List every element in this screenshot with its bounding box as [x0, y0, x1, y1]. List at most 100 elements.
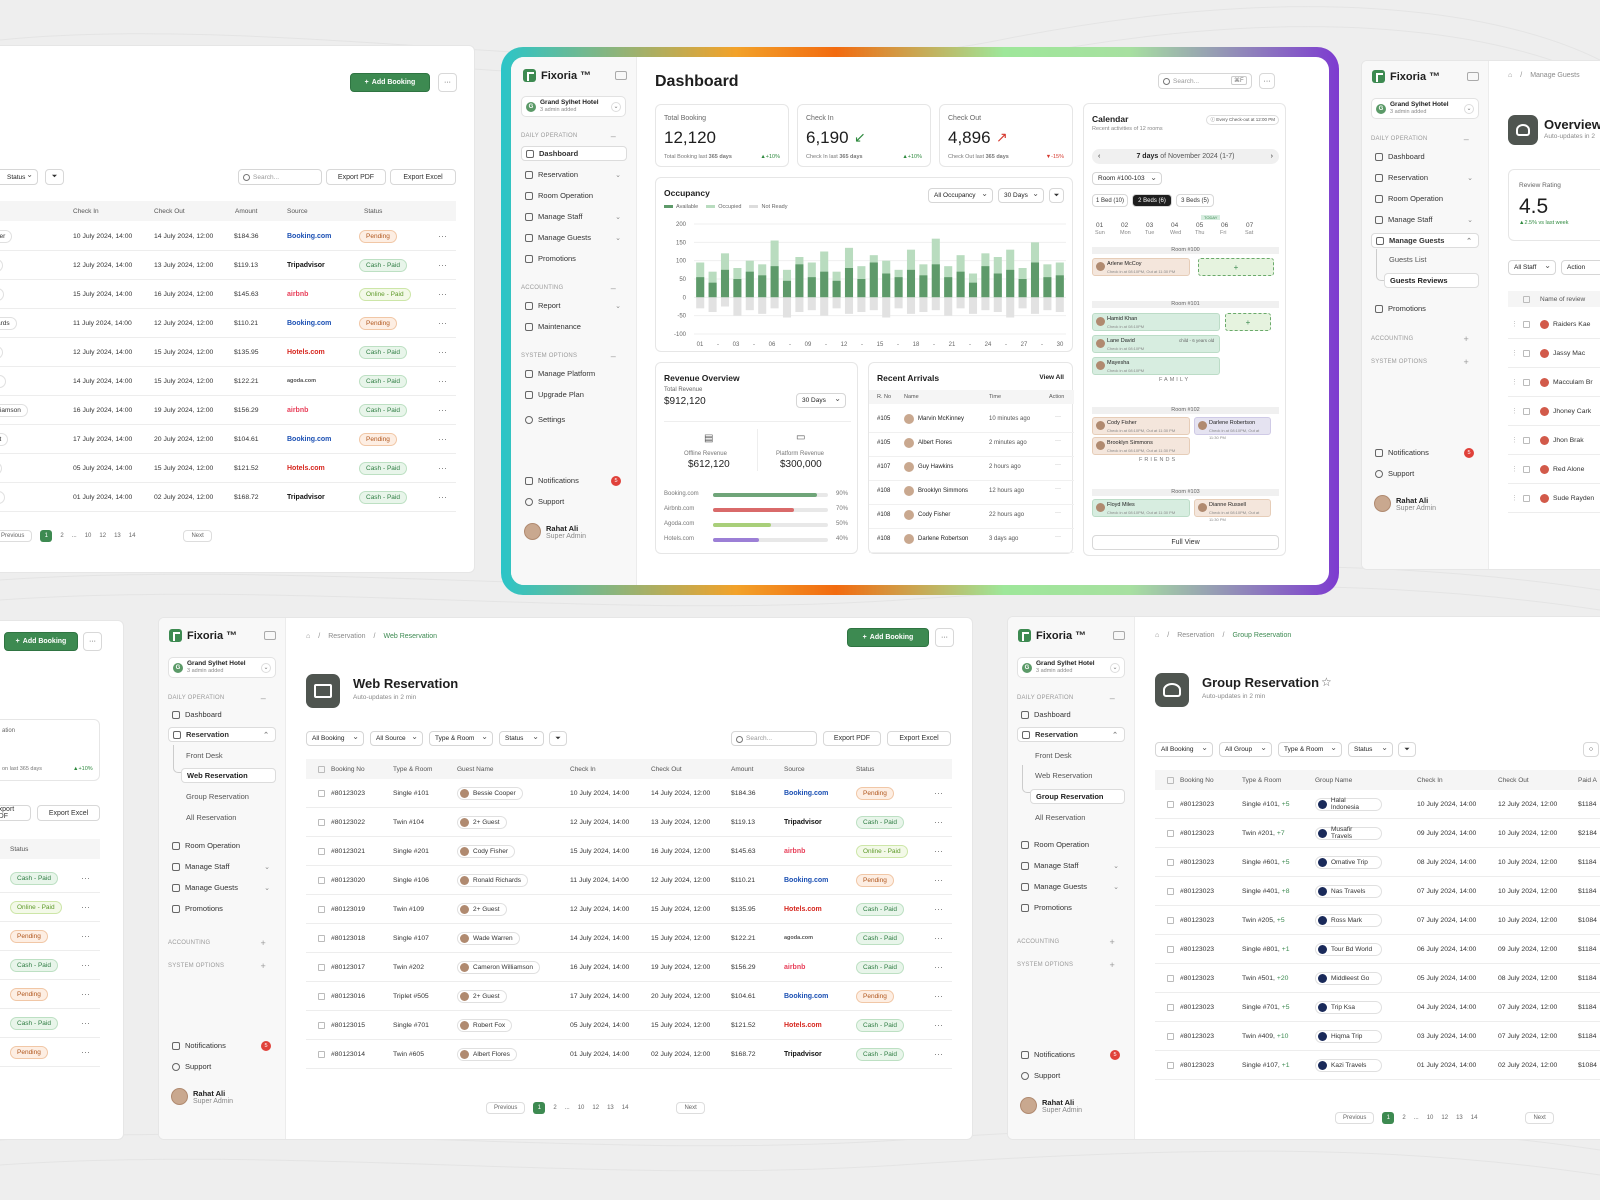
more-icon[interactable]: ··· [1055, 486, 1061, 492]
nav-room-operation[interactable]: Room Operation [168, 838, 276, 853]
nav-room-operation[interactable]: Room Operation [521, 188, 627, 203]
status-filter[interactable]: Status [499, 731, 544, 746]
table-row[interactable]: uest 12 July 2024, 14:00 15 July 2024, 12:… [0, 338, 456, 367]
table-row[interactable]: Cash - Paid ··· [0, 1009, 100, 1038]
nav-promotions[interactable]: Promotions [1017, 900, 1125, 915]
collapse-sidebar-icon[interactable] [1467, 72, 1479, 81]
row-checkbox[interactable] [1523, 436, 1530, 444]
table-row[interactable]: #80123023 Twin #201, +7 Musafir Travels 09 J… [1155, 819, 1600, 848]
previous-button[interactable]: Previous [486, 1102, 526, 1114]
nav-notifications[interactable]: Notifications [168, 1038, 276, 1053]
page-number[interactable]: 1 [40, 530, 53, 542]
next-button[interactable]: Next [676, 1102, 705, 1114]
nav-dashboard[interactable]: Dashboard [1017, 707, 1125, 722]
table-row[interactable]: #80123023 Twin #501, +20 Middleest Go 05 Jul… [1155, 964, 1600, 993]
nav-notifications[interactable]: Notifications [1371, 445, 1479, 460]
page-number[interactable]: 2 [60, 533, 64, 539]
row-checkbox[interactable] [1523, 494, 1530, 502]
drag-handle-icon[interactable]: ⋮ [1511, 321, 1518, 328]
user-profile[interactable]: Rahat Ali Super Admin [1020, 1097, 1082, 1114]
export-excel-button[interactable]: Export Excel [37, 805, 100, 821]
more-icon[interactable]: ··· [934, 817, 943, 827]
subnav-group-reservation[interactable]: Group Reservation [186, 792, 249, 801]
nav-reservation[interactable]: Reservation ⌃ [168, 727, 276, 742]
row-checkbox[interactable] [318, 992, 325, 1000]
more-icon[interactable]: ··· [81, 1047, 90, 1057]
row-checkbox[interactable] [318, 905, 325, 913]
source-filter[interactable]: All Source [370, 731, 423, 746]
more-icon[interactable]: ··· [934, 875, 943, 885]
export-pdf-button[interactable]: Export PDF [823, 731, 881, 746]
view-all-link[interactable]: View All [1039, 374, 1064, 381]
nav-support[interactable]: Support [521, 494, 627, 509]
row-checkbox[interactable] [318, 789, 325, 797]
nav-room-operation[interactable]: Room Operation [1017, 837, 1125, 852]
nav-room-operation[interactable]: Room Operation [1371, 191, 1479, 206]
filter-icon-button[interactable]: ⏷ [549, 731, 567, 746]
row-checkbox[interactable] [1167, 887, 1174, 895]
hotel-selector[interactable]: G Grand Sylhet Hotel 3 admin added ⌄ [521, 96, 626, 117]
page-number[interactable]: 2 [553, 1105, 557, 1111]
subnav-all-reservation[interactable]: All Reservation [186, 813, 237, 822]
nav-notifications[interactable]: Notifications [1017, 1047, 1125, 1062]
more-options-button[interactable]: ··· [1259, 73, 1275, 89]
more-icon[interactable]: ··· [934, 962, 943, 972]
booking-block[interactable]: Cody Fisher Check in at 08:10PM, Out at 1… [1092, 417, 1190, 435]
page-number[interactable]: 14 [128, 533, 136, 539]
table-row[interactable]: #80123023 Twin #409, +10 Hiqma Trip 03 July … [1155, 1022, 1600, 1051]
select-all-checkbox[interactable] [318, 765, 325, 773]
table-row[interactable]: #80123017 Twin #202 Cameron Williamson 16 J… [306, 953, 952, 982]
booking-block[interactable]: Floyd Miles Check in at 08:10PM, Out at 1… [1092, 499, 1190, 517]
table-row[interactable]: #80123021 Single #201 Cody Fisher 15 July 2… [306, 837, 952, 866]
export-excel-button[interactable]: Export Excel [390, 169, 456, 185]
home-icon[interactable]: ⌂ [1155, 632, 1160, 639]
page-number[interactable]: 13 [114, 533, 121, 539]
action-filter[interactable]: Action [1561, 260, 1600, 275]
row-checkbox[interactable] [1167, 916, 1174, 924]
beds-1-tab[interactable]: 1 Bed (10) [1092, 194, 1128, 207]
nav-manage-guests[interactable]: Manage Guests ⌄ [521, 230, 627, 245]
review-row[interactable]: ⋮ Sude Rayden [1508, 484, 1600, 513]
row-checkbox[interactable] [318, 876, 325, 884]
more-icon[interactable]: ··· [934, 1049, 943, 1059]
nav-support[interactable]: Support [1017, 1068, 1125, 1083]
filter-icon-button[interactable]: ⏷ [1398, 742, 1416, 757]
table-row[interactable]: Pending ··· [0, 980, 100, 1009]
add-booking-button[interactable]: + Add Booking [4, 632, 78, 651]
booking-block[interactable]: Arlene McCoy Check in at 08:10PM, Out at … [1092, 258, 1190, 276]
type-room-filter[interactable]: Type & Room [429, 731, 493, 746]
table-row[interactable]: n Williamson 16 July 2024, 14:00 19 July 2… [0, 396, 456, 425]
table-row[interactable]: #80123016 Triplet #505 2+ Guest 17 July 202… [306, 982, 952, 1011]
export-excel-button[interactable]: Export Excel [887, 731, 951, 746]
more-icon[interactable]: ··· [81, 873, 90, 883]
table-row[interactable]: Richards 11 July 2024, 14:00 12 July 2024,… [0, 309, 456, 338]
drag-handle-icon[interactable]: ⋮ [1511, 350, 1518, 357]
table-row[interactable]: sher 15 July 2024, 14:00 16 July 2024, 12:… [0, 280, 456, 309]
more-icon[interactable]: ··· [1055, 438, 1061, 444]
nav-manage-staff[interactable]: Manage Staff ⌄ [168, 859, 276, 874]
table-row[interactable]: #80123023 Twin #205, +5 Ross Mark 07 July 20… [1155, 906, 1600, 935]
hotel-selector[interactable]: G Grand Sylhet Hotel 3 admin added ⌄ [1017, 657, 1125, 678]
table-row[interactable]: Pending ··· [0, 922, 100, 951]
drag-handle-icon[interactable]: ⋮ [1511, 466, 1518, 473]
previous-button[interactable]: Previous [0, 530, 33, 542]
nav-promotions[interactable]: Promotions [1371, 301, 1479, 316]
booking-block[interactable]: Dianne Russell Check in at 08:10PM, Out a… [1194, 499, 1271, 522]
home-icon[interactable]: ⌂ [306, 633, 311, 640]
row-checkbox[interactable] [318, 934, 325, 942]
booking-block[interactable]: Brooklyn Simmons Check in at 08:10PM, Out… [1092, 437, 1190, 455]
period-filter[interactable]: 30 Days [998, 188, 1044, 203]
table-row[interactable]: arren 14 July 2024, 14:00 15 July 2024, 12… [0, 367, 456, 396]
nav-reservation[interactable]: Reservation ⌄ [1371, 170, 1479, 185]
room-selector[interactable]: Room #100-103 [1092, 172, 1162, 185]
nav-settings[interactable]: Settings [521, 412, 627, 427]
drag-handle-icon[interactable]: ⋮ [1511, 408, 1518, 415]
review-row[interactable]: ⋮ Jhoney Cark [1508, 397, 1600, 426]
nav-manage-staff[interactable]: Manage Staff ⌄ [521, 209, 627, 224]
hotel-selector[interactable]: G Grand Sylhet Hotel 3 admin added ⌄ [1371, 98, 1479, 119]
page-number[interactable]: 1 [533, 1102, 546, 1114]
more-icon[interactable]: ··· [81, 960, 90, 970]
booking-block[interactable]: Lane David Check in at 08:10PM [1092, 335, 1220, 353]
more-icon[interactable]: ··· [438, 260, 447, 270]
nav-reservation[interactable]: Reservation ⌄ [521, 167, 627, 182]
